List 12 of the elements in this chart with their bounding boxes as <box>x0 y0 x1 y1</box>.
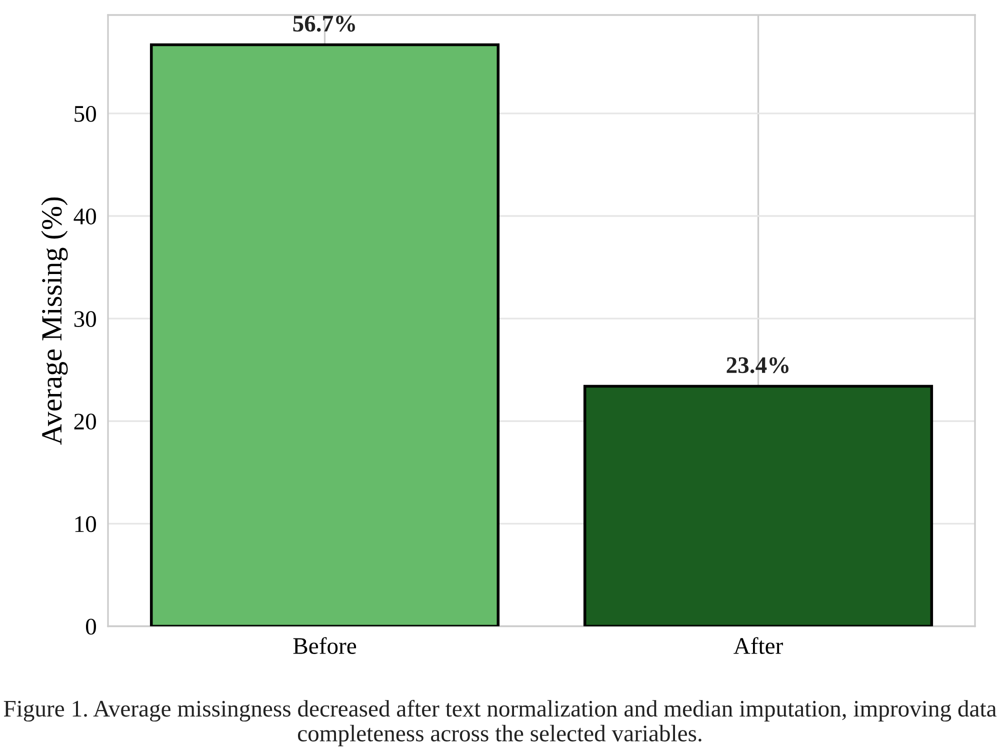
caption: Figure 1. Average missingness decreased after text normalization and median imputation, improving data completeness across the selected variables. <box>4 700 996 746</box>
y-tick-label: 20 <box>74 414 96 430</box>
x-tick-label: Before <box>293 637 356 654</box>
data-label: 23.4% <box>726 357 788 374</box>
y-tick-label: 10 <box>75 516 96 532</box>
data-label: 56.7% <box>293 16 355 32</box>
y-tick-label: 0 <box>86 618 96 635</box>
x-tick-label: After <box>734 637 783 654</box>
y-tick-label: 30 <box>74 311 96 327</box>
y-axis-title: Average Missing (%) <box>41 197 68 445</box>
y-tick-label: 50 <box>74 106 96 122</box>
y-tick-label: 40 <box>74 208 96 224</box>
